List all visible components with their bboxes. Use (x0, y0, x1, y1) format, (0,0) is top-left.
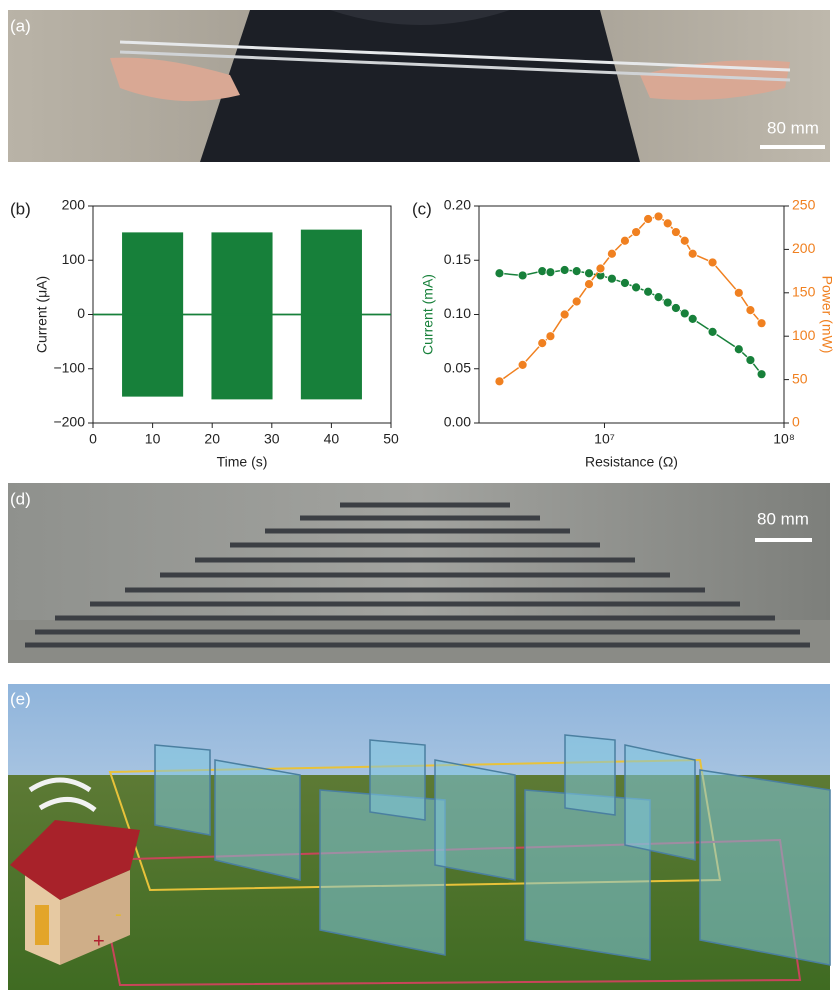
data-point (631, 282, 641, 293)
current-area (93, 229, 391, 316)
illustration-e: + - (e) (8, 684, 831, 990)
data-point (679, 235, 690, 246)
data-point (559, 309, 570, 320)
data-point (745, 305, 756, 316)
y-tick-label: 100 (62, 251, 86, 267)
data-point (584, 268, 594, 279)
y-tick-label: 0.15 (444, 251, 471, 267)
data-point (517, 359, 528, 370)
data-point (707, 326, 718, 337)
y2-tick-label: 100 (792, 327, 816, 343)
y-tick-label: −100 (53, 359, 85, 375)
data-point (671, 227, 681, 237)
x-tick-label: 10 (145, 431, 161, 447)
y-tick-label: 0.20 (444, 197, 471, 213)
y-axis-title: Current (mA) (420, 274, 436, 355)
data-point (679, 308, 690, 319)
data-point (756, 369, 767, 380)
y-tick-label: 0.00 (444, 414, 471, 430)
data-point (643, 214, 654, 224)
data-point (494, 376, 505, 387)
data-point (671, 303, 681, 313)
data-point (571, 266, 582, 277)
photo-a: (a) 80 mm (8, 10, 830, 162)
data-point (687, 313, 698, 324)
data-point (537, 338, 548, 349)
data-point (494, 268, 505, 279)
data-point (733, 287, 744, 298)
series-line (499, 269, 763, 375)
data-point (733, 344, 744, 355)
x-tick-label: 30 (264, 431, 280, 447)
data-point (595, 263, 606, 274)
data-point (620, 235, 630, 246)
y2-tick-label: 250 (792, 197, 816, 213)
data-point (559, 265, 570, 275)
data-point (517, 270, 528, 281)
scale-bar-label: 80 mm (757, 509, 809, 528)
data-point (643, 286, 654, 297)
charts: (b) 0 10 20 30 40 50 −200 −100 0 100 200 Time (s) Cur… (10, 197, 835, 470)
data-point (545, 331, 556, 342)
svg-text:+: + (93, 930, 105, 952)
x-tick-label: 50 (383, 431, 399, 447)
plot-frame (478, 205, 785, 424)
current-area (93, 313, 391, 400)
data-point (687, 248, 698, 259)
y2-tick-label: 0 (792, 414, 800, 430)
y2-tick-label: 200 (792, 240, 816, 256)
x-tick-label: 10⁸ (773, 431, 795, 447)
data-point (707, 257, 718, 268)
panel-label: (d) (10, 489, 31, 508)
data-point (745, 355, 756, 365)
panel-label: (e) (10, 689, 31, 708)
data-point (584, 279, 594, 290)
data-point (571, 296, 582, 307)
y-axis-title: Current (μA) (34, 276, 50, 353)
photo-d: (d) 80 mm (8, 483, 830, 663)
x-tick-label: 20 (204, 431, 220, 447)
data-point (537, 266, 548, 277)
data-point (620, 278, 630, 288)
data-point (607, 248, 617, 259)
data-point (653, 211, 664, 222)
data-point (662, 297, 673, 308)
x-axis-title: Resistance (Ω) (585, 454, 678, 470)
y-tick-label: 0 (77, 305, 85, 321)
panel-label: (c) (412, 199, 432, 218)
data-point (631, 227, 641, 237)
y-tick-label: 0.10 (444, 305, 471, 321)
panel-label: (b) (10, 199, 31, 218)
y-tick-label: 200 (62, 197, 86, 213)
y2-tick-label: 150 (792, 284, 816, 300)
x-axis-title: Time (s) (217, 454, 268, 470)
x-tick-label: 10⁷ (594, 431, 615, 447)
y-tick-label: 0.05 (444, 359, 471, 375)
panel-label: (a) (10, 16, 31, 35)
scale-bar-label: 80 mm (767, 118, 819, 137)
data-point (607, 273, 617, 284)
y-tick-label: −200 (53, 414, 85, 430)
x-tick-label: 0 (89, 431, 97, 447)
data-point (653, 292, 664, 303)
y2-axis-title: Power (mW) (819, 276, 835, 354)
y2-tick-label: 50 (792, 370, 808, 386)
data-point (545, 267, 556, 278)
series-line (499, 215, 763, 382)
data-point (662, 218, 673, 229)
svg-text:-: - (115, 903, 122, 925)
x-tick-label: 40 (324, 431, 340, 447)
data-point (756, 318, 767, 329)
